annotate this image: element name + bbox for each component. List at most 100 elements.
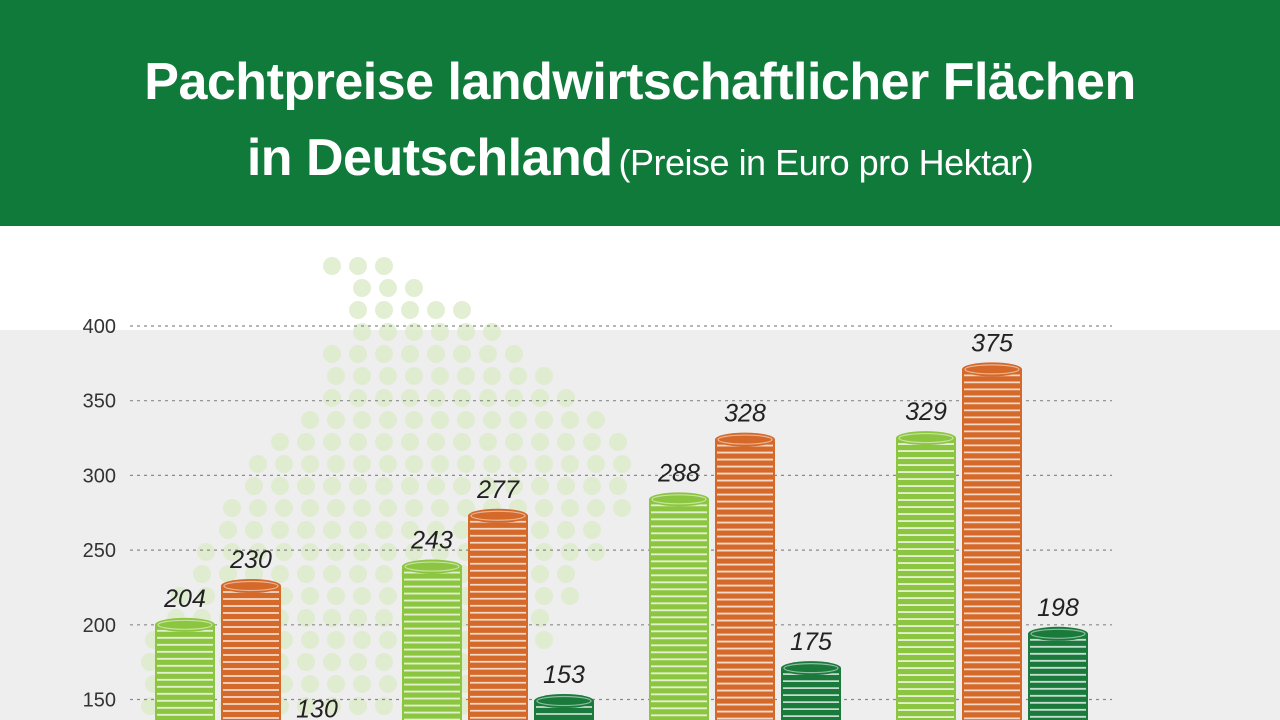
map-dot [479,477,497,495]
map-dot [379,323,397,341]
map-dot [535,455,553,473]
map-dot [561,543,579,561]
value-label: 153 [543,661,585,689]
map-dot [505,477,523,495]
map-dot [349,609,367,627]
map-dot [405,367,423,385]
map-dot [349,389,367,407]
map-dot [141,653,159,671]
bar-chart: 150 200 250 300 350 400 204 230 130 243 277 153 288… [83,257,1112,720]
map-dot [401,345,419,363]
map-dot [427,301,445,319]
map-dot [557,389,575,407]
map-dot [323,653,341,671]
map-dot [479,433,497,451]
map-dot [349,301,367,319]
map-dot [561,587,579,605]
map-dot [483,455,501,473]
bars [155,362,1088,720]
chart-area: 150 200 250 300 350 400 204 230 130 243 277 153 288… [0,226,1280,720]
map-dot [379,411,397,429]
map-dot [531,477,549,495]
map-dot [327,631,345,649]
map-dot [613,455,631,473]
map-dot [327,455,345,473]
map-dot [479,389,497,407]
map-dot [427,345,445,363]
map-dot [557,521,575,539]
map-dot [375,433,393,451]
map-dot [405,543,423,561]
map-dot [349,345,367,363]
map-dot [249,499,267,517]
map-dot [431,455,449,473]
map-dot [613,499,631,517]
map-dot [379,543,397,561]
value-label: 288 [657,459,700,487]
map-dot [401,521,419,539]
bar [962,362,1022,720]
map-dot [427,477,445,495]
map-dot [457,499,475,517]
bar [468,508,528,720]
map-dot [297,697,315,715]
map-dot [401,389,419,407]
map-dot [327,411,345,429]
map-dot [427,389,445,407]
value-label: 243 [410,527,453,555]
map-dot [401,433,419,451]
map-dot [301,499,319,517]
map-dot [535,411,553,429]
value-label: 328 [724,400,766,428]
map-dot [531,521,549,539]
map-dot [431,411,449,429]
map-dot [327,367,345,385]
map-dot [349,477,367,495]
map-dot [375,609,393,627]
map-dot [297,565,315,583]
map-dot [197,543,215,561]
map-dot [561,455,579,473]
map-dot [531,433,549,451]
map-dot [327,543,345,561]
map-dot [531,609,549,627]
map-dot [401,301,419,319]
map-dot [609,477,627,495]
map-dot [223,499,241,517]
bar [534,694,594,720]
map-dot [531,389,549,407]
map-dot [453,345,471,363]
map-dot [431,367,449,385]
map-dot [583,433,601,451]
map-dot [271,565,289,583]
map-dot [609,433,627,451]
map-dot [483,323,501,341]
map-dot [535,587,553,605]
map-dot [587,411,605,429]
map-dot [427,433,445,451]
y-tick-label: 350 [83,391,116,413]
map-dot [275,455,293,473]
map-dot [427,521,445,539]
map-dot [323,521,341,539]
map-dot [297,433,315,451]
map-dot [323,257,341,275]
map-dot [375,653,393,671]
map-dot [401,477,419,495]
bar [1028,626,1088,720]
map-dot [509,455,527,473]
y-axis-ticks: 150 200 250 300 350 400 [83,316,116,712]
map-dot [353,367,371,385]
map-dot [323,345,341,363]
map-dot [353,411,371,429]
value-label: 175 [790,628,832,656]
map-dot [249,543,267,561]
map-dot [349,653,367,671]
chart-title-second-line: in Deutschland [246,129,613,187]
map-dot [301,543,319,561]
map-dot [353,323,371,341]
map-dot [349,521,367,539]
map-dot [301,675,319,693]
map-dot [431,499,449,517]
map-dot [245,521,263,539]
